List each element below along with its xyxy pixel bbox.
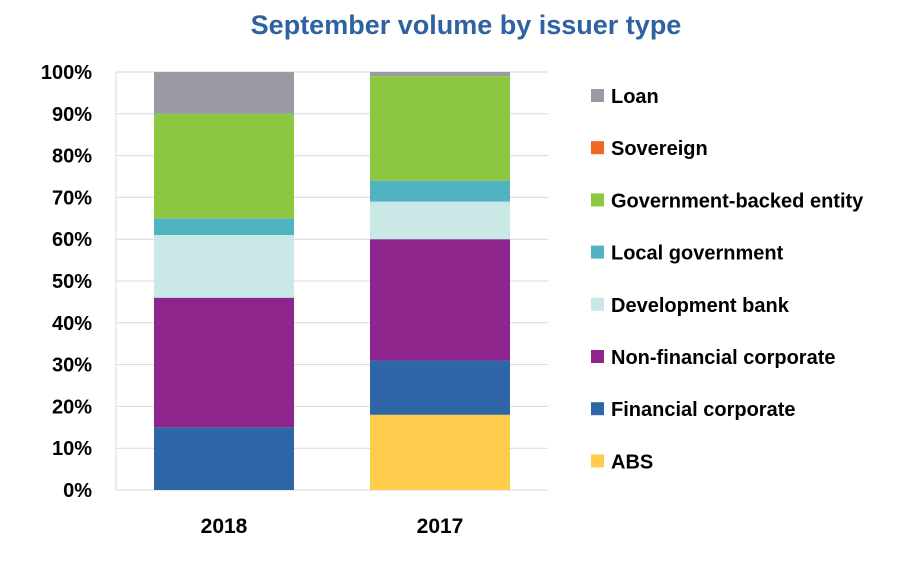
chart-title: September volume by issuer type [251, 10, 682, 40]
bar-segment: Government-backed entity 2018: 25% [154, 113, 294, 219]
bar-segment: ABS 2017: 18% [370, 414, 510, 490]
bar-segment: Financial corporate 2017: 13% [370, 360, 510, 415]
bar-segment: Non-financial corporate 2018: 31% [154, 297, 294, 428]
bar-segment: Development bank 2017: 9% [370, 201, 510, 240]
legend-swatch [591, 141, 604, 155]
legend-label: Sovereign [611, 138, 708, 160]
legend-swatch [591, 402, 604, 416]
y-tick-label: 60% [52, 229, 92, 251]
bar-segment: Local government 2018: 4% [154, 218, 294, 236]
x-axis-categories: 2018 2017 [201, 515, 464, 538]
y-tick-label: 80% [52, 146, 92, 168]
y-tick-label: 70% [52, 187, 92, 209]
y-tick-label: 0% [63, 480, 92, 502]
bar-segment: Development bank 2018: 15% [154, 235, 294, 298]
x-category-label: 2017 [417, 515, 464, 538]
bar-segment: Loan 2017: 1% [370, 72, 510, 77]
legend-label: ABS [611, 451, 653, 473]
bar-segment: Financial corporate 2018: 15% [154, 427, 294, 490]
legend-swatch [591, 89, 604, 102]
legend-label: Non-financial corporate [611, 347, 835, 369]
legend-swatch [591, 245, 604, 259]
legend-swatch [591, 193, 604, 207]
legend-swatch [591, 350, 604, 363]
legend-label: Government-backed entity [611, 190, 864, 212]
bar-segment: Government-backed entity 2017: 25% [370, 76, 510, 181]
y-axis-ticks: 0% 10% 20% 30% 40% 50% 60% 70% 80% 90% 100% [41, 62, 92, 502]
y-tick-label: 50% [52, 271, 92, 293]
bar-segment: Local government 2017: 5% [370, 180, 510, 202]
legend-label: Development bank [611, 295, 790, 317]
legend-swatch [591, 297, 604, 311]
bars: Financial corporate 2018: 15%Non-financi… [154, 72, 510, 490]
legend-swatch [591, 454, 604, 468]
y-tick-label: 30% [52, 355, 92, 377]
legend-label: Financial corporate [611, 399, 796, 421]
y-tick-label: 90% [52, 104, 92, 126]
legend-label: Loan [611, 86, 659, 108]
y-tick-label: 40% [52, 313, 92, 335]
bar-segment: Loan 2018: 10% [154, 72, 294, 114]
bar-segment: Non-financial corporate 2017: 29% [370, 239, 510, 361]
y-tick-label: 10% [52, 438, 92, 460]
y-tick-label: 20% [52, 396, 92, 418]
x-category-label: 2018 [201, 515, 248, 538]
legend: Loan Sovereign Government-backed entity Loc… [591, 86, 864, 473]
legend-label: Local government [611, 243, 784, 265]
y-tick-label: 100% [41, 62, 92, 84]
